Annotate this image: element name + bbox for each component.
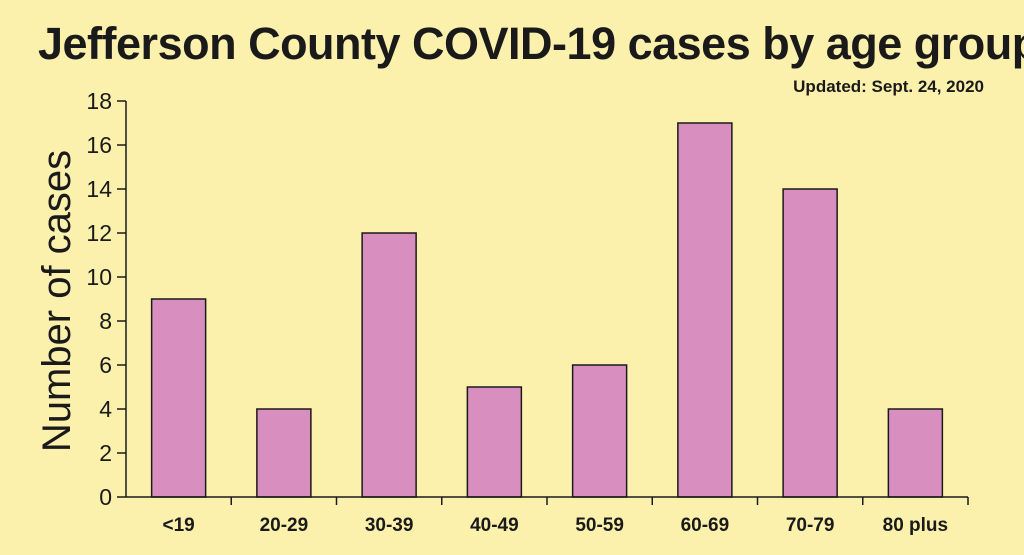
bar-5 [677, 122, 733, 498]
bar-3 [466, 386, 523, 498]
bar-2 [361, 232, 417, 498]
bars [150, 122, 944, 498]
y-tick-label: 10 [86, 264, 112, 290]
y-tick-label: 0 [99, 484, 112, 510]
x-tick-label: 40-49 [470, 515, 519, 536]
bar-4 [571, 364, 628, 498]
x-tick-label: 30-39 [365, 515, 414, 536]
y-axis-label: Number of cases [35, 150, 79, 452]
y-tick-label: 12 [86, 220, 112, 246]
chart-title: Jefferson County COVID-19 cases by age g… [38, 18, 1024, 69]
bar-1 [256, 408, 312, 498]
x-tick-label: 60-69 [681, 515, 730, 536]
y-tick-label: 6 [99, 352, 112, 378]
y-tick-label: 18 [86, 88, 112, 114]
y-tick-label: 4 [99, 396, 112, 422]
bar-6 [782, 188, 838, 498]
x-tick-label: 50-59 [575, 515, 624, 536]
y-tick-label: 14 [86, 176, 112, 202]
bar-7 [887, 408, 944, 498]
bar-0 [150, 298, 207, 498]
y-tick-label: 2 [99, 440, 112, 466]
x-axis-ticks: <19 20-29 30-39 40-49 50-59 60-69 70-79 80 plus [163, 497, 969, 536]
x-tick-label: 80 plus [883, 515, 948, 536]
y-tick-label: 8 [99, 308, 112, 334]
y-tick-label: 16 [86, 132, 112, 158]
x-tick-label: 20-29 [260, 515, 309, 536]
x-tick-label: 70-79 [786, 515, 835, 536]
x-tick-label: <19 [163, 515, 195, 536]
y-axis-ticks: 0 2 4 6 8 10 12 14 16 18 [86, 88, 126, 510]
updated-date: Updated: Sept. 24, 2020 [793, 77, 984, 96]
